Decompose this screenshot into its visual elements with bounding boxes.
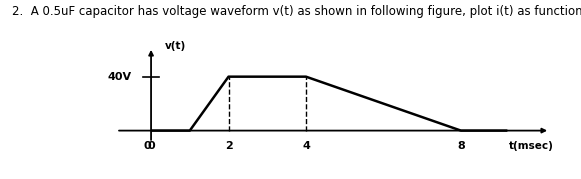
Text: 4: 4 [302, 141, 310, 151]
Text: 8: 8 [457, 141, 465, 151]
Text: 2: 2 [225, 141, 232, 151]
Text: 0: 0 [147, 141, 155, 151]
Text: 2.  A 0.5uF capacitor has voltage waveform v(t) as shown in following figure, pl: 2. A 0.5uF capacitor has voltage wavefor… [12, 5, 581, 18]
Text: v(t): v(t) [164, 41, 186, 51]
Text: 0: 0 [144, 141, 151, 151]
Text: 40V: 40V [107, 72, 132, 82]
Text: t(msec): t(msec) [509, 141, 554, 151]
